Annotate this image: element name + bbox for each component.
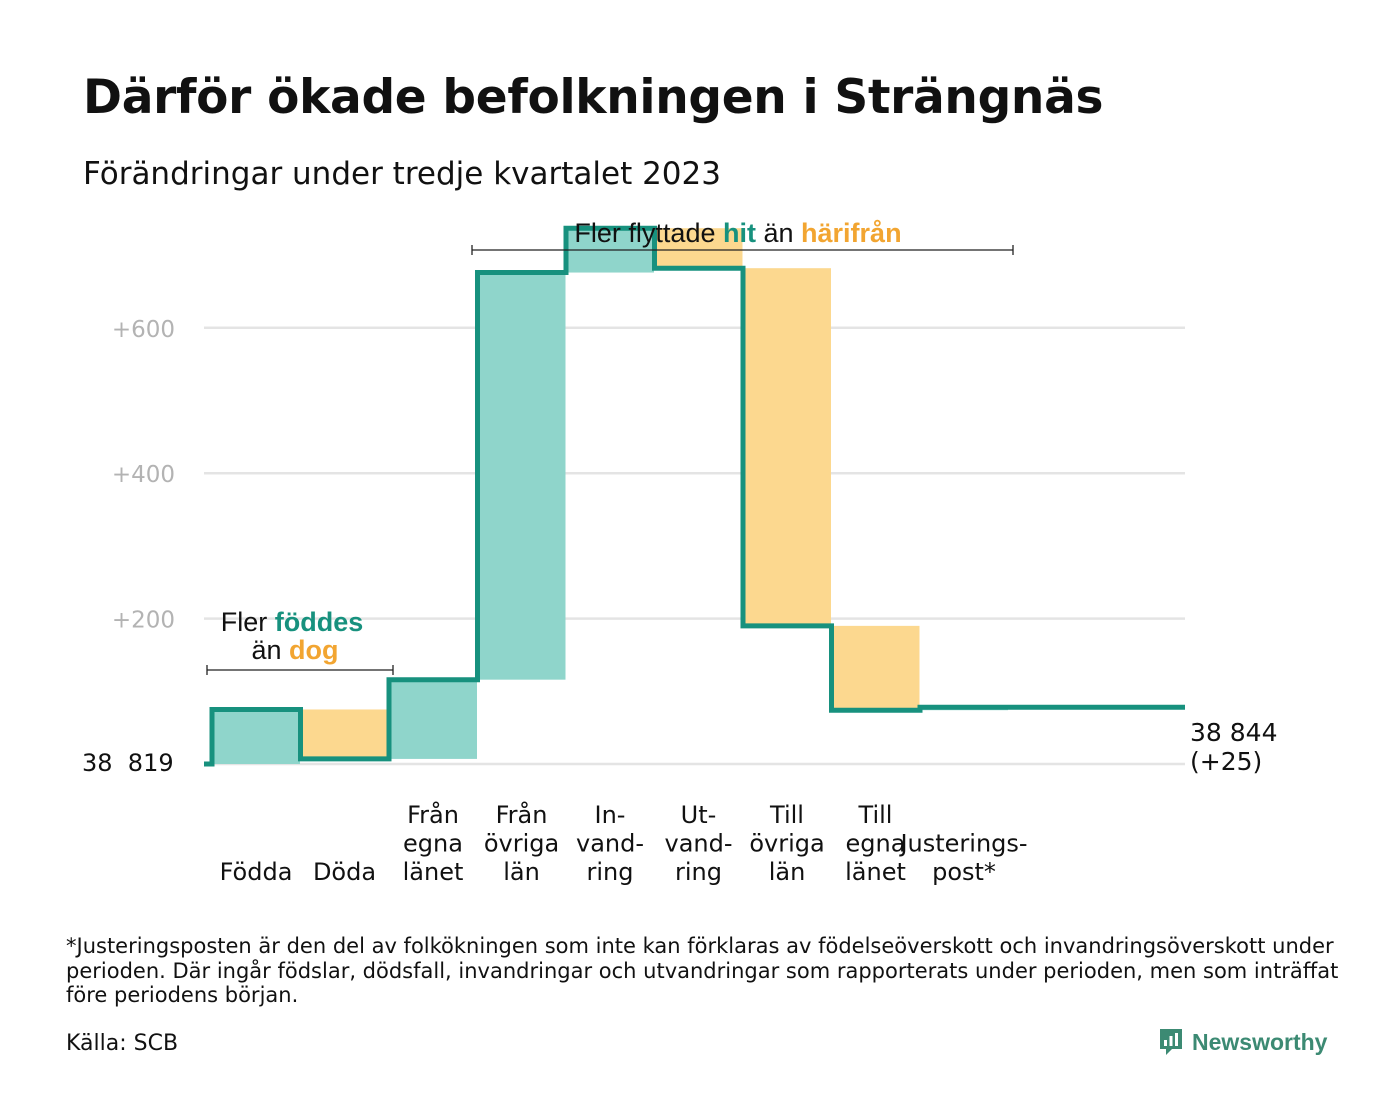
category-labels: Födda Döda Från egna länet Från övriga länIn-va…	[220, 800, 1028, 886]
births-annotation-line1: Fler föddes	[221, 607, 364, 637]
births-bracket	[206, 665, 394, 675]
x-category-label: Till egna länet	[845, 801, 906, 886]
population-step-line	[204, 225, 1185, 767]
chart-title: Därför ökade befolkningen i Strängnäs	[83, 70, 1104, 125]
brand-name: Newsworthy	[1192, 1028, 1328, 1055]
x-category-label: Till övriga län	[749, 801, 824, 886]
waterfall-bar	[300, 709, 389, 759]
start-total-label: 38 819	[82, 749, 174, 777]
x-category-label: Döda	[313, 858, 376, 886]
waterfall-bar	[212, 709, 300, 764]
footnote: *Justeringsposten är den del av folkökni…	[66, 934, 1339, 1007]
moves-annotation: Fler flyttade hit än härifrån	[574, 218, 901, 248]
x-category-label: Justerings-post*	[898, 830, 1027, 887]
end-total-label: 38 844	[1190, 718, 1277, 747]
y-tick-label: +400	[112, 462, 175, 488]
newsworthy-logo-icon	[1160, 1029, 1182, 1055]
grid-lines: +200 +400 +600	[112, 317, 1185, 766]
end-change-label: (+25)	[1190, 747, 1262, 776]
source-label: Källa: SCB	[66, 1031, 179, 1056]
x-category-label: Från övriga län	[484, 800, 559, 886]
y-tick-label: +200	[112, 608, 175, 634]
bars	[212, 228, 1008, 764]
x-category-label: Från egna länet	[403, 800, 464, 886]
waterfall-chart: +200 +400 +600 Födda Döda Från egna länet Från ö…	[82, 218, 1277, 886]
waterfall-bar	[477, 272, 566, 680]
x-category-label: In-vand-ring	[576, 801, 644, 886]
cumulative-step-line	[204, 225, 1185, 767]
waterfall-bar	[831, 625, 920, 711]
x-category-label: Ut-vand-ring	[664, 801, 732, 886]
moves-bracket	[471, 245, 1014, 255]
waterfall-bar	[654, 228, 743, 269]
newsworthy-brand: Newsworthy	[1158, 1027, 1327, 1057]
chart-subtitle: Förändringar under tredje kvartalet 2023	[83, 156, 721, 192]
y-tick-label: +600	[112, 317, 175, 343]
waterfall-bar	[389, 679, 477, 759]
waterfall-bar	[743, 268, 831, 626]
x-category-label: Födda	[220, 858, 293, 886]
births-annotation-line2: än dog	[251, 635, 338, 665]
